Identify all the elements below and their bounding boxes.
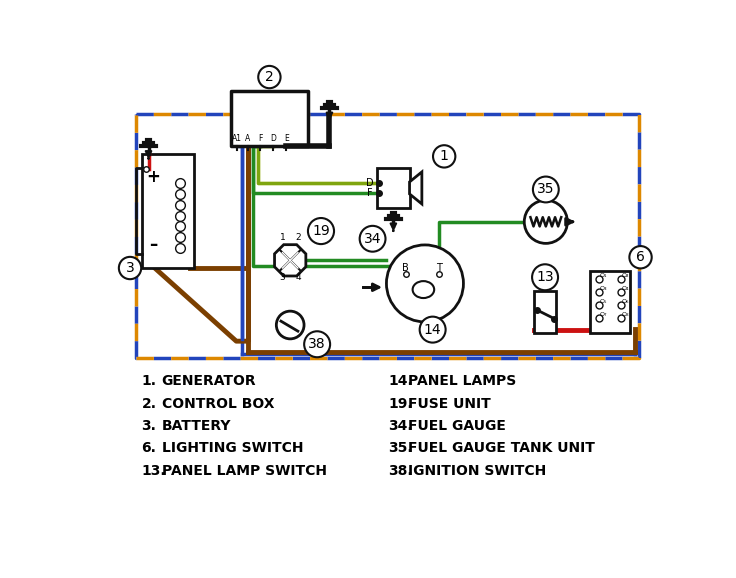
Text: T: T [436, 263, 442, 273]
Text: O₃: O₃ [600, 286, 607, 291]
Text: D: D [366, 178, 373, 188]
Text: 1: 1 [439, 149, 449, 164]
Text: O₁: O₁ [600, 273, 607, 278]
Text: 19.: 19. [388, 397, 413, 410]
Text: 38.: 38. [388, 464, 413, 477]
Text: 14.: 14. [388, 374, 413, 388]
Text: D: D [270, 134, 276, 143]
Text: 4: 4 [295, 273, 301, 282]
Text: 2: 2 [295, 234, 301, 242]
Text: O₂: O₂ [621, 273, 629, 278]
Text: PANEL LAMPS: PANEL LAMPS [408, 374, 516, 388]
Text: 6: 6 [636, 250, 645, 264]
Text: 35: 35 [537, 183, 555, 197]
Text: B: B [403, 263, 409, 273]
Text: O₈: O₈ [621, 312, 629, 317]
Text: 13.: 13. [141, 464, 166, 477]
Text: 2: 2 [265, 70, 274, 84]
Ellipse shape [413, 281, 434, 298]
Text: 3.: 3. [141, 419, 157, 433]
Text: A: A [245, 134, 250, 143]
Text: O₄: O₄ [621, 286, 629, 291]
Text: 35.: 35. [388, 441, 413, 455]
Bar [141, 154, 194, 268]
Text: 19: 19 [312, 224, 330, 238]
Text: PANEL LAMP SWITCH: PANEL LAMP SWITCH [162, 464, 327, 477]
Polygon shape [409, 172, 422, 204]
Text: 34.: 34. [388, 419, 413, 433]
Text: 34: 34 [364, 232, 381, 246]
Bar [534, 291, 556, 334]
Text: GENERATOR: GENERATOR [162, 374, 256, 388]
Text: O₇: O₇ [600, 312, 607, 317]
Text: –: – [149, 236, 158, 254]
Text: LIGHTING SWITCH: LIGHTING SWITCH [162, 441, 303, 455]
Polygon shape [275, 244, 306, 276]
Text: 3: 3 [280, 273, 286, 282]
Text: O₅: O₅ [600, 299, 607, 304]
Bar [590, 271, 630, 333]
Circle shape [386, 245, 464, 322]
Text: IGNITION SWITCH: IGNITION SWITCH [408, 464, 546, 477]
Text: 38: 38 [308, 337, 326, 351]
Circle shape [276, 311, 304, 339]
Text: E: E [284, 134, 289, 143]
Text: F: F [258, 134, 262, 143]
Text: +: + [146, 168, 160, 186]
Text: F: F [367, 188, 372, 198]
Text: FUEL GAUGE TANK UNIT: FUEL GAUGE TANK UNIT [408, 441, 595, 455]
Text: O₆: O₆ [621, 299, 629, 304]
Text: A1: A1 [232, 134, 242, 143]
Text: CONTROL BOX: CONTROL BOX [162, 397, 274, 410]
Text: 13: 13 [537, 271, 554, 284]
Text: 1.: 1. [141, 374, 157, 388]
Text: FUSE UNIT: FUSE UNIT [408, 397, 491, 410]
Text: BATTERY: BATTERY [162, 419, 231, 433]
Bar [231, 91, 308, 146]
Text: 2.: 2. [141, 397, 157, 410]
Circle shape [524, 200, 567, 243]
Text: FUEL GAUGE: FUEL GAUGE [408, 419, 506, 433]
Text: 14: 14 [424, 323, 442, 336]
Text: 6.: 6. [141, 441, 157, 455]
Bar [377, 168, 409, 208]
Text: 1: 1 [280, 234, 286, 242]
Text: 3: 3 [126, 261, 135, 275]
